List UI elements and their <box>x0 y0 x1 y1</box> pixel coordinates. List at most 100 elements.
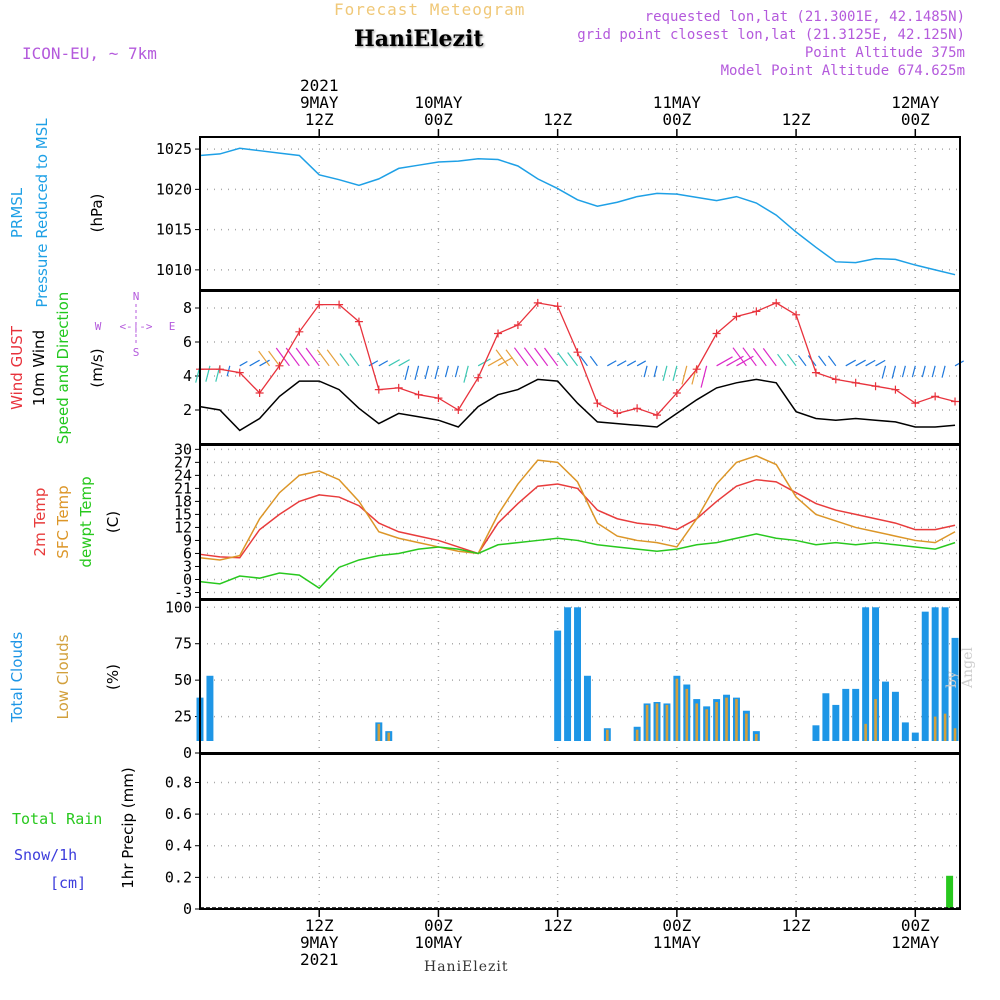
wind-arrow <box>827 355 837 367</box>
gust-marker <box>553 302 562 311</box>
wind-arrow <box>875 359 886 367</box>
gust-marker <box>315 300 324 309</box>
pressure-units-label: (hPa) <box>88 194 106 233</box>
wind-arrow <box>378 360 389 367</box>
gust-marker <box>394 383 403 392</box>
model-label: ICON-EU, ~ 7km <box>22 44 157 63</box>
model-altitude: Model Point Altitude 674.625m <box>720 63 965 79</box>
time-label-bottom: 00Z <box>662 916 691 935</box>
wind-arrow <box>258 350 271 367</box>
gust-marker <box>672 389 681 397</box>
y-tick-label: 0.2 <box>165 868 192 886</box>
y-tick-label: 6 <box>183 333 192 351</box>
y-tick-label: 1025 <box>156 140 192 158</box>
wind-arrow <box>818 355 827 367</box>
low-cloud-bar <box>387 732 391 741</box>
wind-arrow <box>463 365 469 383</box>
total-cloud-bar <box>842 688 850 741</box>
pressure-line <box>199 147 956 276</box>
time-label-top: 12Z <box>543 110 572 129</box>
wind-arrow <box>931 365 936 378</box>
y-tick-label: 9 <box>183 531 192 549</box>
low-cloud-bar <box>705 709 708 741</box>
gust-marker <box>275 361 284 370</box>
low-cloud-bar <box>715 702 718 741</box>
wind-arrow <box>424 365 430 380</box>
y-tick-label: 21 <box>174 479 192 497</box>
wind-arrow <box>845 359 856 367</box>
wind-gust-label: Wind GUST <box>8 325 26 410</box>
wind-arrow <box>579 355 588 367</box>
y-tick-label: -3 <box>174 583 192 601</box>
total-cloud-bar <box>901 722 909 741</box>
total-cloud-bar <box>564 607 572 741</box>
gust-marker <box>414 390 423 399</box>
requested-location: requested lon,lat (21.3001E, 42.1485N) <box>644 9 965 25</box>
pressure-msl-label: Pressure Reduced to MSL <box>33 118 51 308</box>
time-label-bottom: 00Z <box>424 916 453 935</box>
y-tick-label: 0 <box>183 900 192 918</box>
gust-marker <box>295 327 304 336</box>
low-cloud-bar <box>953 728 957 741</box>
y-tick-label: 4 <box>183 367 192 385</box>
time-label-bottom: 2021 <box>300 950 339 969</box>
wind-arrow <box>523 347 539 367</box>
wind-direction-label: Speed and Direction <box>54 292 72 445</box>
y-tick-label: 50 <box>174 671 192 689</box>
wind-line <box>199 378 956 432</box>
low-cloud-bar <box>755 734 758 741</box>
gust-marker <box>633 404 642 413</box>
wind-arrow <box>487 357 503 367</box>
wind-arrow <box>534 347 549 367</box>
y-tick-label: 0 <box>183 744 192 762</box>
wind-arrow <box>752 348 767 367</box>
wind-arrow <box>477 358 491 367</box>
gust-marker <box>215 365 224 374</box>
total-cloud-bar <box>583 675 591 741</box>
panel-0: 1010 1015 1020 1025 <box>156 136 961 291</box>
gust-marker <box>235 368 244 377</box>
gust-marker <box>851 378 860 387</box>
time-label-top: 9MAY <box>300 93 339 112</box>
prmsl-label: PRMSL <box>8 187 26 238</box>
compass-w: W <box>95 320 102 333</box>
time-label-top: 00Z <box>901 110 930 129</box>
gust-marker <box>792 310 801 319</box>
low-cloud-bar <box>735 699 738 741</box>
compass-n: N <box>133 290 140 303</box>
total-cloud-bar <box>951 637 959 741</box>
sfc-temp-label: SFC Temp <box>54 485 72 558</box>
time-label-bottom: 12Z <box>543 916 572 935</box>
y-tick-label: 6 <box>183 544 192 562</box>
total-cloud-bar <box>852 688 860 741</box>
wind-arrow <box>388 359 400 367</box>
time-label-bottom: 11MAY <box>653 933 702 952</box>
gust-marker <box>374 385 383 394</box>
time-label-top: 10MAY <box>414 93 463 112</box>
wind-arrow <box>921 365 926 378</box>
total-rain-label: Total Rain <box>12 810 102 828</box>
time-label-top: 00Z <box>424 110 453 129</box>
total-cloud-bar <box>891 691 899 741</box>
low-cloud-bar <box>655 703 659 741</box>
wind-arrow <box>398 359 410 367</box>
wind-arrow <box>911 365 916 378</box>
gust-marker <box>454 406 463 414</box>
wind-arrow <box>607 360 617 367</box>
wind-arrow <box>636 360 647 367</box>
total-cloud-bar <box>574 607 581 741</box>
wind-arrow <box>275 347 290 367</box>
gust-marker <box>831 375 840 384</box>
gust-marker <box>752 307 761 316</box>
gust-marker <box>692 365 701 374</box>
gust-marker <box>434 394 443 403</box>
total-cloud-bar <box>911 732 919 741</box>
y-tick-label: 24 <box>174 466 192 484</box>
wind-arrow <box>513 347 529 367</box>
wind-arrow <box>414 365 420 381</box>
gust-marker <box>772 298 781 307</box>
gust-line <box>200 302 956 416</box>
wind-arrow <box>732 347 747 367</box>
gust-marker <box>732 312 741 321</box>
